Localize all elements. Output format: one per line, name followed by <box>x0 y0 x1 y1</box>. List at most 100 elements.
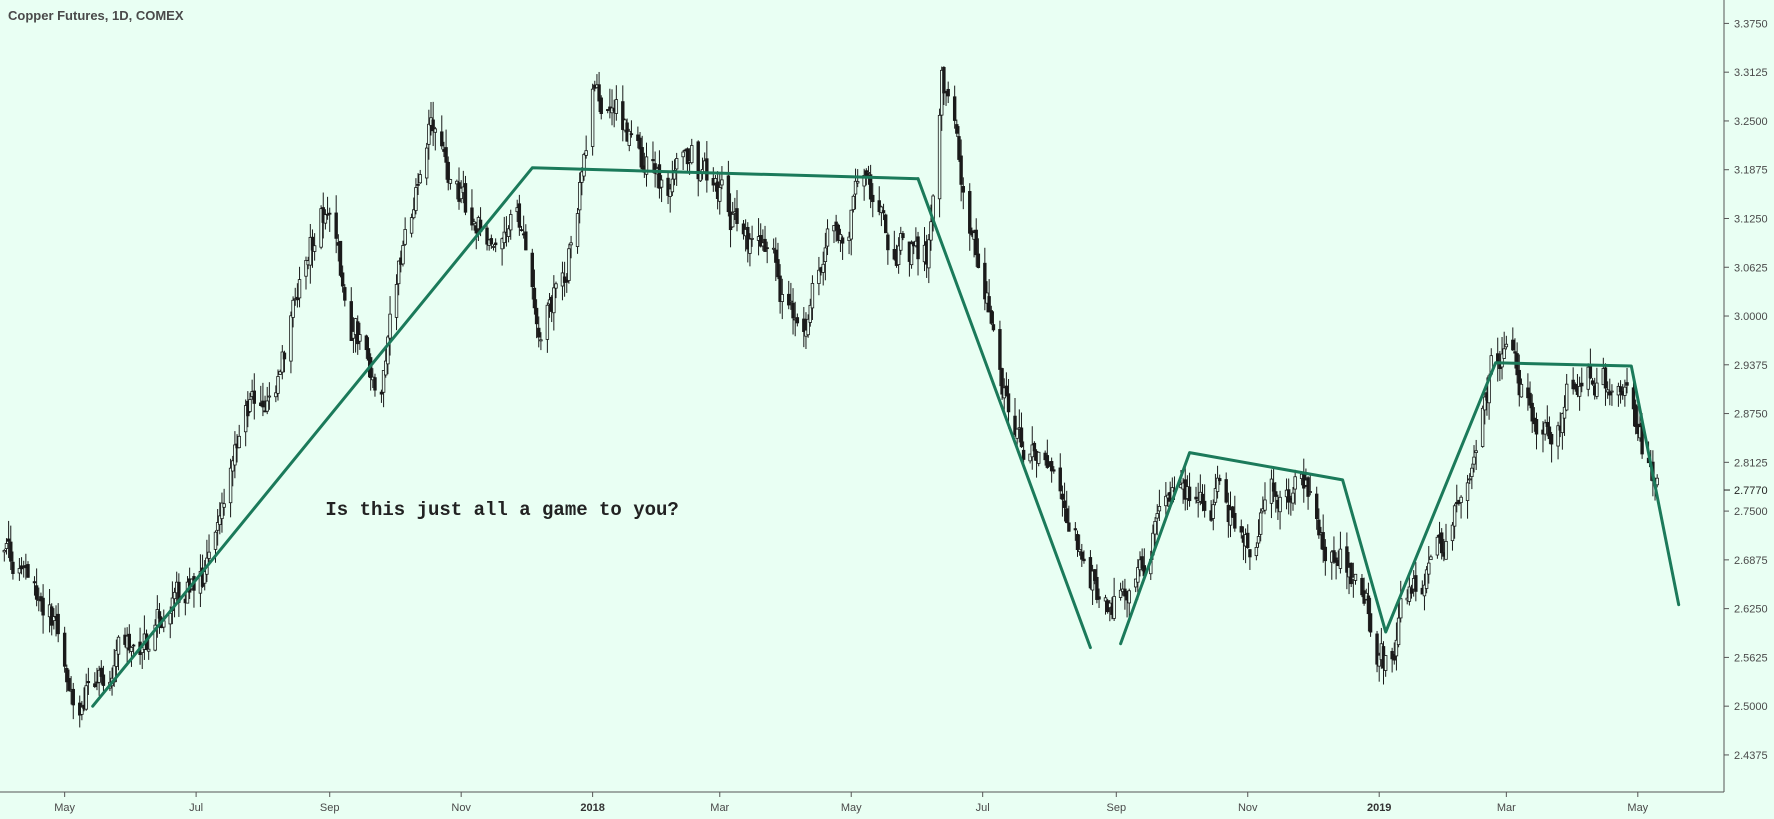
candle-body <box>403 229 407 245</box>
candle-body <box>575 213 580 247</box>
candle-body <box>11 561 15 574</box>
candle-body <box>1215 477 1220 492</box>
candle-body <box>1321 532 1325 550</box>
candle-body <box>517 203 522 228</box>
candle <box>1308 473 1312 496</box>
candle <box>1399 580 1403 623</box>
candle <box>1118 582 1123 601</box>
candle <box>1037 451 1041 467</box>
candle <box>297 266 302 308</box>
candle-body <box>1547 426 1552 440</box>
candle <box>952 85 957 129</box>
candle <box>1468 473 1472 484</box>
candle-body <box>1530 402 1534 422</box>
candle <box>817 256 821 296</box>
candle-body <box>386 336 390 365</box>
candle-body <box>1595 382 1599 397</box>
candle <box>472 218 476 231</box>
candle-body <box>86 681 91 684</box>
candle <box>1194 486 1198 504</box>
candle <box>157 602 162 634</box>
candle <box>62 626 67 673</box>
candle <box>968 183 972 251</box>
candle <box>231 455 235 487</box>
candle-body <box>1118 589 1123 598</box>
candle <box>991 311 996 332</box>
candle-body <box>252 390 256 404</box>
candle-body <box>1623 386 1627 396</box>
candle <box>278 369 282 375</box>
candle-body <box>537 327 541 338</box>
candle <box>871 183 875 218</box>
candle <box>1450 522 1455 551</box>
candle <box>942 66 946 106</box>
candle-body <box>500 238 504 250</box>
candle <box>823 232 828 281</box>
candle-body <box>1291 492 1295 504</box>
candle-body <box>401 245 405 265</box>
candle <box>957 126 961 162</box>
candle <box>1045 439 1050 469</box>
candle <box>582 152 586 181</box>
candle <box>666 171 670 205</box>
candle-body <box>62 632 67 667</box>
x-tick-label: Jul <box>976 802 990 814</box>
candle <box>1004 372 1009 397</box>
candle <box>379 389 384 403</box>
candle <box>6 520 11 559</box>
candle-body <box>1323 546 1328 562</box>
candle-body <box>851 195 856 210</box>
candle <box>1263 482 1267 515</box>
candle-body <box>621 101 625 130</box>
candle-body <box>237 435 241 449</box>
trend-line <box>91 166 920 708</box>
candle-body <box>871 194 875 203</box>
candle-body <box>463 183 468 213</box>
candle <box>509 209 513 240</box>
last-price-label: 2.7770 <box>1734 485 1768 497</box>
candle-body <box>1157 506 1162 512</box>
candle-body <box>987 296 991 313</box>
candle <box>1140 548 1144 572</box>
candle-body <box>146 648 151 652</box>
candle <box>1095 564 1099 604</box>
candle <box>356 315 360 355</box>
candle <box>1187 472 1192 507</box>
candle-body <box>373 377 377 391</box>
candle <box>489 234 494 249</box>
x-ticks-layer: May Jul Sep Nov 2018 Mar May Jul Sep Nov 2019 Mar Ma… <box>54 792 1649 814</box>
candle-body <box>312 245 317 252</box>
candle <box>1213 473 1218 506</box>
candle <box>1291 486 1295 511</box>
candle-body <box>356 321 360 345</box>
candle <box>614 85 619 121</box>
candle <box>750 225 754 247</box>
candle-body <box>748 238 752 254</box>
candle <box>825 219 830 256</box>
candle-body <box>1103 597 1108 602</box>
candle <box>741 219 746 240</box>
candle-body <box>381 370 386 393</box>
candle <box>1157 489 1162 522</box>
candle-body <box>1345 546 1349 573</box>
candle <box>334 195 338 254</box>
candle-body <box>524 231 528 251</box>
candle <box>222 488 226 516</box>
candle-body <box>877 200 881 213</box>
x-tick-label: Sep <box>320 802 340 814</box>
candle <box>780 278 784 320</box>
candle <box>1483 388 1487 425</box>
candle-body <box>759 235 763 247</box>
candle <box>1366 582 1371 632</box>
candle-body <box>1580 382 1584 387</box>
candle-body <box>433 128 438 133</box>
candle-body <box>1353 573 1358 581</box>
candle <box>289 311 293 374</box>
candle-body <box>248 399 252 412</box>
candle-body <box>879 206 884 214</box>
candle-body <box>1504 343 1509 348</box>
candle-body <box>129 647 134 652</box>
candle <box>1317 508 1321 539</box>
candle <box>1306 476 1310 510</box>
